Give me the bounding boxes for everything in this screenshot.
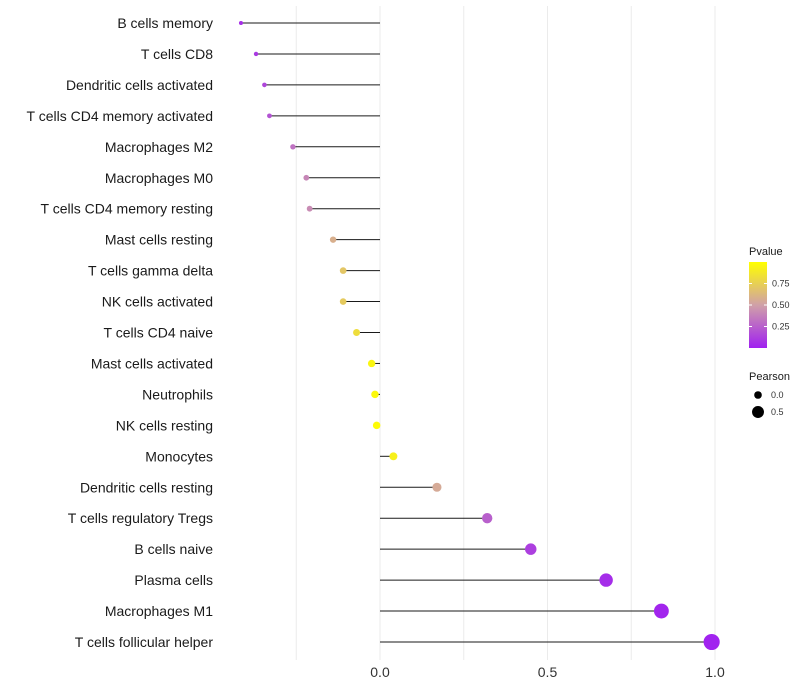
- data-point: [525, 543, 537, 555]
- legend-size-dot: [752, 406, 764, 418]
- data-point: [253, 51, 259, 57]
- legend-pvalue-colorbar: [749, 262, 767, 348]
- category-label: T cells CD4 naive: [104, 325, 214, 341]
- x-tick-label: 1.0: [705, 664, 725, 680]
- gridlines: [295, 6, 716, 660]
- data-point: [653, 603, 669, 619]
- data-point: [372, 421, 381, 430]
- legend-pvalue-tick-label: 0.25: [772, 322, 790, 332]
- legend-pearson-label: 0.5: [771, 407, 784, 417]
- category-label: Macrophages M0: [105, 170, 213, 186]
- data-point: [306, 205, 313, 212]
- category-label: Plasma cells: [134, 572, 213, 588]
- data-points: [238, 20, 720, 651]
- category-label: Dendritic cells resting: [80, 479, 213, 495]
- data-point: [329, 236, 337, 243]
- x-tick-label: 0.0: [370, 664, 390, 680]
- data-point: [432, 482, 442, 492]
- data-point: [353, 329, 361, 336]
- category-labels: B cells memory T cells CD8 Dendritic cells…: [27, 15, 214, 650]
- legend-pvalue-tick-label: 0.50: [772, 300, 790, 310]
- data-point: [267, 113, 272, 119]
- category-label: T cells gamma delta: [88, 263, 213, 279]
- category-label: Monocytes: [145, 448, 213, 464]
- category-label: T cells regulatory Tregs: [68, 510, 213, 526]
- x-tick-label: 0.5: [538, 664, 558, 680]
- data-point: [371, 390, 379, 399]
- category-label: T cells CD8: [141, 46, 213, 62]
- category-label: B cells memory: [117, 15, 213, 31]
- category-label: NK cells resting: [116, 417, 213, 433]
- data-point: [238, 20, 243, 26]
- x-axis-ticks: 0.0 0.5 1.0: [370, 664, 725, 680]
- data-point: [303, 174, 310, 181]
- data-point: [482, 513, 493, 524]
- category-label: T cells CD4 memory activated: [27, 108, 213, 124]
- legend-pearson-title: Pearson: [749, 371, 790, 383]
- category-label: NK cells activated: [102, 294, 213, 310]
- data-point: [703, 633, 720, 651]
- data-point: [339, 298, 347, 305]
- legend: Pvalue 0.75 0.50 0.25 Pearson 0.0 0.5: [749, 246, 790, 418]
- category-label: Macrophages M1: [105, 603, 213, 619]
- data-point: [262, 82, 267, 88]
- stems: [240, 22, 712, 643]
- category-label: Mast cells resting: [105, 232, 213, 248]
- category-label: Mast cells activated: [91, 355, 213, 371]
- data-point: [290, 144, 296, 150]
- data-point: [367, 359, 376, 368]
- category-label: Macrophages M2: [105, 139, 213, 155]
- category-label: Dendritic cells activated: [66, 77, 213, 93]
- data-point: [599, 573, 613, 587]
- data-point: [389, 452, 398, 461]
- category-label: T cells CD4 memory resting: [41, 201, 213, 217]
- legend-pearson-label: 0.0: [771, 390, 784, 400]
- category-label: B cells naive: [134, 541, 213, 557]
- category-label: Neutrophils: [142, 386, 213, 402]
- legend-pvalue-title: Pvalue: [749, 246, 783, 258]
- legend-pvalue-tick-label: 0.75: [772, 279, 790, 289]
- legend-pvalue-ticks: 0.75 0.50 0.25: [749, 279, 790, 332]
- legend-size-dot: [754, 391, 762, 399]
- legend-pearson-entries: 0.0 0.5: [752, 390, 784, 418]
- category-label: T cells follicular helper: [75, 634, 214, 650]
- data-point: [339, 267, 347, 274]
